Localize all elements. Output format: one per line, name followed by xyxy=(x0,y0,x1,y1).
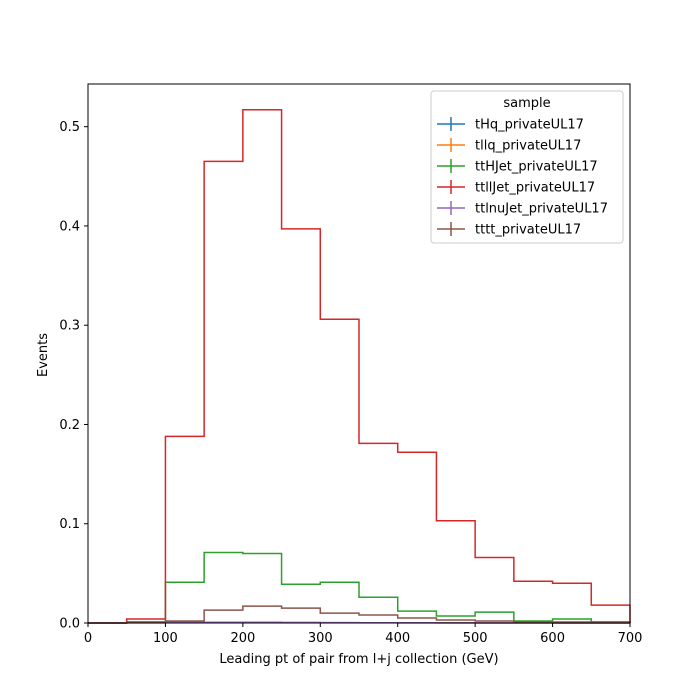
y-tick-label: 0.1 xyxy=(59,517,80,532)
legend-label: tllq_privateUL17 xyxy=(475,139,581,154)
series-ttlljet-privateul17 xyxy=(88,109,631,624)
x-tick-label: 600 xyxy=(540,631,565,646)
x-axis: 0 100 200 300 400 500 600 700 xyxy=(84,623,643,646)
y-tick-label: 0.2 xyxy=(59,418,80,433)
y-tick-label: 0.5 xyxy=(59,120,80,135)
legend-entry-tllq-privateul17: tllq_privateUL17 xyxy=(437,138,581,154)
legend-label: ttllJet_privateUL17 xyxy=(475,181,595,196)
legend: sample tHq_privateUL17 tllq_privateUL17tt… xyxy=(430,90,624,244)
y-axis-label: Events xyxy=(36,333,51,377)
legend-title: sample xyxy=(503,96,550,111)
legend-entry-ttlljet-privateul17: ttllJet_privateUL17 xyxy=(437,180,595,196)
x-tick-label: 400 xyxy=(385,631,410,646)
x-axis-label: Leading pt of pair from l+j collection (… xyxy=(219,652,498,667)
x-tick-label: 200 xyxy=(230,631,255,646)
x-tick-label: 700 xyxy=(618,631,643,646)
legend-entry-tttt-privateul17: tttt_privateUL17 xyxy=(437,222,581,238)
series-tttt-privateul17 xyxy=(88,605,631,624)
legend-label: ttHJet_privateUL17 xyxy=(475,160,598,175)
legend-label: tHq_privateUL17 xyxy=(475,118,584,133)
legend-label: tttt_privateUL17 xyxy=(475,223,581,238)
y-tick-label: 0.3 xyxy=(59,319,80,334)
legend-entry-thq-privateul17: tHq_privateUL17 xyxy=(437,117,584,133)
legend-entry-tthjet-privateul17: ttHJet_privateUL17 xyxy=(437,159,598,175)
x-tick-label: 500 xyxy=(463,631,488,646)
x-tick-label: 300 xyxy=(308,631,333,646)
x-tick-label: 0 xyxy=(84,631,92,646)
legend-entry-ttlnujet-privateul17: ttlnuJet_privateUL17 xyxy=(437,201,608,217)
axes-frame xyxy=(87,83,631,624)
legend-entries: tHq_privateUL17 tllq_privateUL17 ttHJet_pr… xyxy=(437,117,608,238)
y-axis: 0.0 0.1 0.2 0.3 0.4 0.5 xyxy=(59,120,88,632)
legend-label: ttlnuJet_privateUL17 xyxy=(475,202,608,217)
y-tick-label: 0.4 xyxy=(59,219,80,234)
x-tick-label: 100 xyxy=(153,631,178,646)
series-tthjet-privateul17 xyxy=(88,551,631,624)
y-tick-label: 0.0 xyxy=(59,617,80,632)
legend-box xyxy=(430,90,624,244)
